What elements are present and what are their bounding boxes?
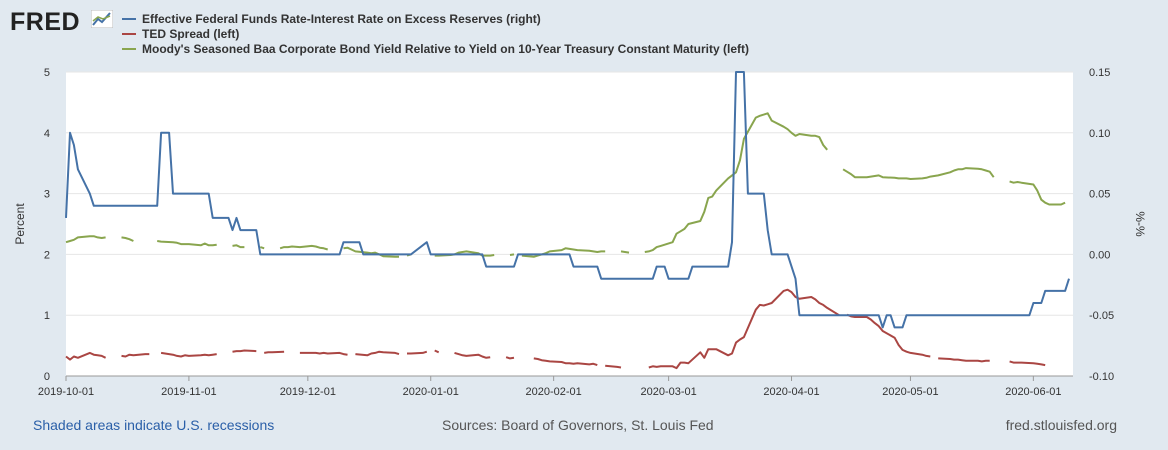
series-segment bbox=[1009, 360, 1046, 367]
series-segment bbox=[509, 253, 515, 256]
x-tick-label: 2020-01-01 bbox=[403, 386, 459, 398]
series-segment bbox=[505, 356, 515, 360]
series-line bbox=[65, 71, 1070, 329]
series-segment bbox=[938, 357, 990, 363]
x-tick-label: 2019-12-01 bbox=[280, 386, 336, 398]
series-layer bbox=[65, 71, 1070, 370]
fred-logo[interactable]: FRED bbox=[10, 8, 81, 36]
x-tick-label: 2020-04-01 bbox=[763, 386, 819, 398]
y-tick-label-right: -0.10 bbox=[1089, 371, 1114, 383]
y-tick-label-right: 0.05 bbox=[1089, 189, 1110, 201]
line-chart: 0 1 2 3 4 5 -0.10 -0.05 0.00 0.05 0.10 0.15 2019-1… bbox=[13, 67, 1147, 398]
series-segment bbox=[65, 235, 106, 244]
y-tick-label-right: 0.10 bbox=[1089, 128, 1110, 140]
x-tick-label: 2019-10-01 bbox=[38, 386, 94, 398]
legend-swatch bbox=[122, 47, 136, 50]
y-tick-label-left: 3 bbox=[44, 189, 50, 201]
series-segment bbox=[605, 364, 622, 369]
legend-swatch bbox=[122, 17, 136, 20]
series-segment bbox=[232, 349, 257, 353]
legend-swatch bbox=[122, 32, 136, 35]
series-segment bbox=[264, 350, 285, 354]
series-segment bbox=[160, 351, 217, 358]
series-segment bbox=[260, 246, 265, 250]
plot-area bbox=[66, 72, 1073, 376]
series-segment bbox=[343, 246, 399, 258]
x-tick-label: 2020-06-01 bbox=[1005, 386, 1061, 398]
x-tick-label: 2019-11-01 bbox=[161, 386, 216, 398]
sources-text: Sources: Board of Governors, St. Louis F… bbox=[442, 417, 714, 433]
y-tick-label-right: -0.05 bbox=[1089, 310, 1114, 322]
series-segment bbox=[65, 71, 1070, 329]
legend-label: Effective Federal Funds Rate-Interest Ra… bbox=[142, 11, 541, 26]
series-segment bbox=[454, 351, 491, 359]
series-segment bbox=[648, 288, 840, 370]
series-segment bbox=[1009, 180, 1066, 206]
series-segment bbox=[842, 167, 995, 180]
series-segment bbox=[355, 350, 400, 357]
chart-trend-icon bbox=[91, 10, 113, 28]
x-axis: 2019-10-01 2019-11-01 2019-12-01 2020-01-01… bbox=[38, 375, 1073, 398]
series-segment bbox=[533, 357, 598, 367]
legend-item: Effective Federal Funds Rate-Interest Ra… bbox=[122, 11, 749, 26]
recession-note-link[interactable]: Shaded areas indicate U.S. recessions bbox=[33, 417, 275, 433]
x-tick-label: 2020-05-01 bbox=[882, 386, 938, 398]
left-axis: 0 1 2 3 4 5 bbox=[44, 67, 50, 383]
series-segment bbox=[232, 244, 245, 249]
legend-item: TED Spread (left) bbox=[122, 26, 749, 41]
series-segment bbox=[279, 244, 328, 251]
y-axis-title-left: Percent bbox=[13, 203, 27, 245]
y-tick-label-left: 4 bbox=[44, 128, 50, 140]
legend-label: TED Spread (left) bbox=[142, 26, 240, 41]
series-segment bbox=[121, 353, 150, 358]
y-tick-label-left: 5 bbox=[44, 67, 50, 79]
series-segment bbox=[407, 350, 428, 355]
y-tick-label-right: 0.00 bbox=[1089, 249, 1110, 261]
y-tick-label-right: 0.15 bbox=[1089, 67, 1110, 79]
series-segment bbox=[620, 250, 630, 254]
y-tick-label-left: 1 bbox=[44, 310, 50, 322]
right-axis: -0.10 -0.05 0.00 0.05 0.10 0.15 bbox=[1089, 67, 1114, 383]
y-tick-label-left: 2 bbox=[44, 249, 50, 261]
series-segment bbox=[434, 349, 440, 354]
x-tick-label: 2020-02-01 bbox=[526, 386, 582, 398]
legend-label: Moody's Seasoned Baa Corporate Bond Yiel… bbox=[142, 41, 749, 56]
site-link[interactable]: fred.stlouisfed.org bbox=[1005, 417, 1117, 433]
y-axis-title-right: %-% bbox=[1133, 211, 1147, 237]
series-segment bbox=[846, 313, 931, 358]
series-segment bbox=[65, 351, 107, 361]
series-segment bbox=[157, 240, 217, 247]
x-tick-label: 2020-03-01 bbox=[640, 386, 696, 398]
chart-legend: Effective Federal Funds Rate-Interest Ra… bbox=[122, 11, 749, 56]
series-segment bbox=[644, 112, 828, 253]
y-tick-label-left: 0 bbox=[44, 371, 50, 383]
series-segment bbox=[299, 351, 348, 356]
series-line bbox=[65, 288, 1046, 370]
legend-item: Moody's Seasoned Baa Corporate Bond Yiel… bbox=[122, 41, 749, 56]
series-segment bbox=[121, 236, 134, 242]
